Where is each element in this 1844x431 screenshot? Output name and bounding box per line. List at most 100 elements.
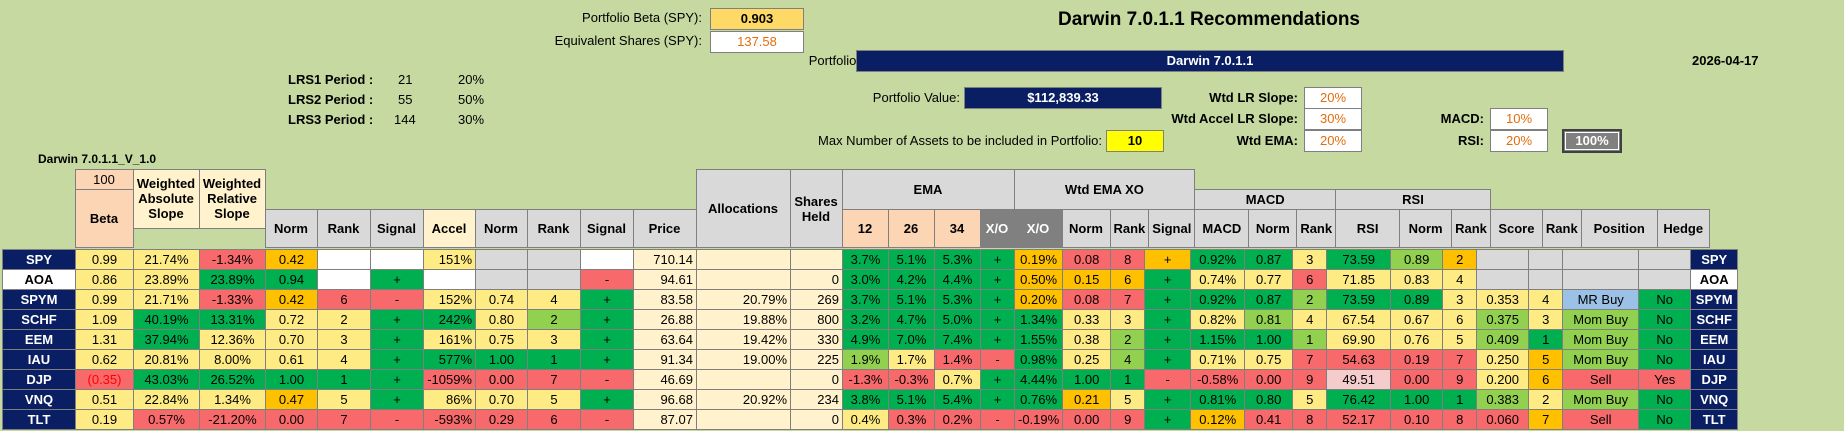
cell-r1: 2 — [317, 309, 371, 330]
cell-r6 — [1528, 269, 1564, 290]
cell-s1: + — [370, 329, 424, 350]
cell-rsi: 69.90 — [1326, 329, 1392, 350]
cell-s1: - — [370, 289, 424, 310]
macd-weight-value[interactable]: 10% — [1490, 108, 1548, 130]
cell-n4: 0.00 — [1244, 369, 1294, 390]
ticker-left[interactable]: IAU — [2, 349, 76, 370]
cell-e26: 4.2% — [888, 269, 935, 290]
wtd-ema-value[interactable]: 20% — [1304, 130, 1362, 152]
page-title: Darwin 7.0.1.1 Recommendations — [1058, 9, 1360, 30]
ticker-left[interactable]: DJP — [2, 369, 76, 390]
rsi-weight-label: RSI: — [1458, 133, 1484, 148]
cell-r2: 7 — [527, 369, 581, 390]
ticker-right[interactable]: SCHF — [1690, 309, 1739, 330]
header-wtd-ema-xo-group: Wtd EMA XO — [1013, 169, 1196, 210]
cell-sh: 330 — [790, 329, 843, 350]
ticker-left[interactable]: AOA — [2, 269, 76, 290]
ticker-right[interactable]: TLT — [1690, 409, 1739, 430]
table-row: IAU 0.62 20.81% 8.00% 0.61 4 +577% 1.00 1 +91.34 1… — [2, 349, 1739, 370]
cell-r1: 5 — [317, 389, 371, 410]
portfolio-beta-value[interactable]: 0.903 — [710, 8, 804, 30]
header-wtd-xo: X/O — [1013, 208, 1063, 248]
wtd-lr-slope-label: Wtd LR Slope: — [1209, 90, 1298, 105]
max-assets-input[interactable]: 10 — [1106, 130, 1164, 152]
equiv-shares-value[interactable]: 137.58 — [710, 31, 804, 53]
cell-wx: 0.76% — [1013, 389, 1064, 410]
ticker-right[interactable]: AOA — [1690, 269, 1739, 290]
header-rank-3: Rank — [1109, 208, 1150, 248]
weights-total-button[interactable]: 100% — [1562, 129, 1622, 153]
wtd-lr-slope-value[interactable]: 20% — [1304, 87, 1362, 109]
cell-n3: 0.00 — [1062, 409, 1112, 430]
cell-r2: 4 — [527, 289, 581, 310]
portfolio-name[interactable]: Darwin 7.0.1.1 — [856, 50, 1564, 72]
cell-rsi: 76.42 — [1326, 389, 1392, 410]
ticker-left[interactable]: SPYM — [2, 289, 76, 310]
cell-e34: 4.4% — [934, 269, 981, 290]
cell-beta: 1.09 — [75, 309, 134, 330]
cell-r1: 4 — [317, 349, 371, 370]
cell-r3: 7 — [1110, 289, 1146, 310]
cell-acc: 577% — [423, 349, 476, 370]
cell-pos — [1562, 249, 1640, 270]
header-signal-3: Signal — [1148, 208, 1196, 248]
cell-r4: 6 — [1292, 269, 1328, 290]
ticker-left[interactable]: SPY — [2, 249, 76, 270]
cell-r3: 6 — [1110, 269, 1146, 290]
ticker-right[interactable]: DJP — [1690, 369, 1739, 390]
ticker-left[interactable]: TLT — [2, 409, 76, 430]
portfolio-value-label: Portfolio Value: — [872, 90, 960, 105]
cell-r4: 5 — [1292, 389, 1328, 410]
cell-s3: + — [1144, 309, 1192, 330]
ticker-left[interactable]: EEM — [2, 329, 76, 350]
ticker-right[interactable]: EEM — [1690, 329, 1739, 350]
header-ema-12: 12 — [841, 208, 889, 248]
ticker-left[interactable]: VNQ — [2, 389, 76, 410]
cell-beta: 0.19 — [75, 409, 134, 430]
cell-n2 — [475, 249, 528, 270]
table-row: TLT 0.19 0.57% -21.20% 0.00 7- -593% 0.29 6-87.0… — [2, 409, 1739, 430]
cell-sh: 225 — [790, 349, 843, 370]
ticker-right[interactable]: VNQ — [1690, 389, 1739, 410]
portfolio-value[interactable]: $112,839.33 — [964, 87, 1162, 109]
equiv-shares-label: Equivalent Shares (SPY): — [554, 33, 702, 48]
rsi-weight-value[interactable]: 20% — [1490, 130, 1548, 152]
header-ema-34: 34 — [933, 208, 981, 248]
ticker-right[interactable]: SPY — [1690, 249, 1739, 270]
ticker-right[interactable]: IAU — [1690, 349, 1739, 370]
cell-wrs: 8.00% — [199, 349, 266, 370]
cell-macd: 0.12% — [1190, 409, 1246, 430]
cell-e26: 0.3% — [888, 409, 935, 430]
cell-sh: 0 — [790, 269, 843, 290]
wtd-accel-value[interactable]: 30% — [1304, 108, 1362, 130]
cell-s2 — [580, 249, 634, 270]
cell-s3: + — [1144, 409, 1192, 430]
cell-r4: 4 — [1292, 309, 1328, 330]
header-rsi: RSI — [1335, 208, 1401, 248]
ticker-left[interactable]: SCHF — [2, 309, 76, 330]
cell-e34: 5.0% — [934, 309, 981, 330]
cell-r6: 5 — [1528, 349, 1564, 370]
header-signal-1: Signal — [369, 208, 424, 248]
cell-s1: + — [370, 269, 424, 290]
lrs2-weight: 50% — [458, 92, 485, 107]
cell-was: 43.03% — [133, 369, 200, 390]
cell-pos: Sell — [1562, 409, 1640, 430]
header-rank-5: Rank — [1451, 208, 1491, 248]
cell-wrs: 1.34% — [199, 389, 266, 410]
cell-macd: 0.82% — [1190, 309, 1246, 330]
cell-alloc: 20.92% — [696, 389, 791, 410]
cell-n3: 0.25 — [1062, 349, 1112, 370]
cell-n4: 1.00 — [1244, 329, 1294, 350]
cell-wrs: 26.52% — [199, 369, 266, 390]
cell-rsi: 73.59 — [1326, 289, 1392, 310]
cell-s3: + — [1144, 249, 1192, 270]
cell-acc — [423, 269, 476, 290]
header-weighted-absolute-slope: Weighted Absolute Slope — [132, 169, 200, 229]
cell-hedge: No — [1638, 329, 1692, 350]
cell-n5: 0.19 — [1390, 349, 1444, 370]
cell-alloc: 19.00% — [696, 349, 791, 370]
ticker-right[interactable]: SPYM — [1690, 289, 1739, 310]
cell-wx: 0.20% — [1013, 289, 1064, 310]
cell-n2: 0.29 — [475, 409, 528, 430]
